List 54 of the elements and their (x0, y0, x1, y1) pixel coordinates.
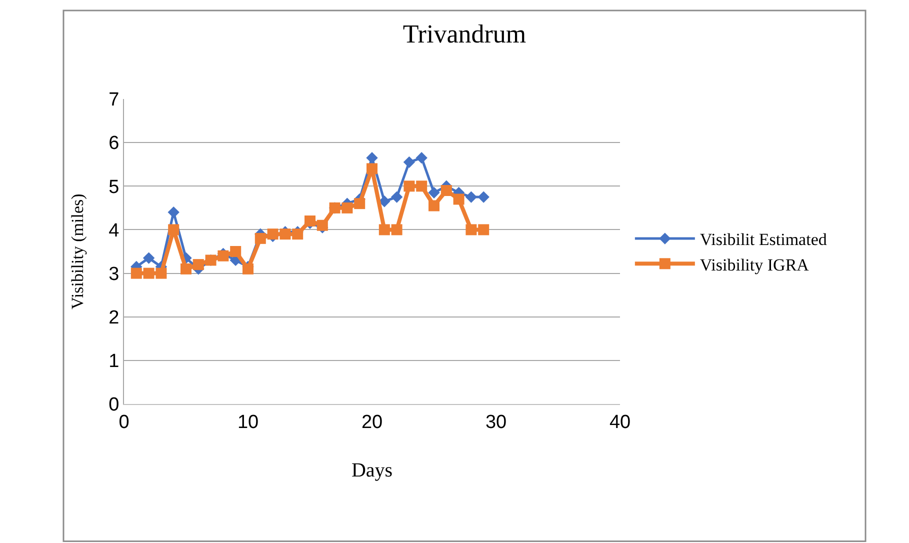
point (130, 268, 142, 279)
point (403, 156, 416, 168)
chart-title: Trivandrum (402, 20, 526, 49)
point (465, 191, 478, 203)
point (453, 194, 464, 205)
x-tick-label: 40 (609, 412, 631, 433)
point (142, 252, 155, 264)
x-tick-label: 10 (237, 412, 259, 433)
y-axis-title: Visibility (miles) (68, 194, 88, 310)
point (267, 228, 278, 240)
y-tick-label: 0 (108, 394, 120, 416)
point (168, 224, 180, 236)
point (168, 206, 180, 218)
point (192, 259, 204, 270)
y-tick-label: 1 (108, 351, 120, 372)
legend-label: Visibilit Estimated (700, 230, 828, 250)
point (218, 250, 229, 262)
point (180, 263, 192, 274)
point (391, 224, 402, 236)
point (304, 216, 316, 226)
x-tick-label: 30 (485, 412, 507, 433)
point (366, 163, 378, 174)
point (390, 191, 403, 203)
point (378, 224, 390, 236)
point (143, 268, 154, 279)
point (478, 224, 490, 236)
point (242, 263, 254, 274)
x-tick-label: 20 (361, 412, 383, 433)
y-tick-label: 4 (108, 220, 120, 242)
point (342, 202, 353, 214)
point (254, 232, 266, 244)
y-tick-label: 3 (108, 264, 120, 285)
point (428, 200, 440, 212)
legend-label: Visibility IGRA (700, 255, 810, 274)
point (416, 180, 428, 192)
point (478, 191, 490, 203)
x-axis-title: Days (351, 459, 393, 482)
point (416, 152, 428, 164)
point (378, 196, 390, 208)
y-tick-label: 2 (108, 308, 120, 329)
y-tick-label: 7 (108, 90, 120, 111)
point (354, 198, 366, 210)
point (316, 220, 328, 231)
point (230, 246, 242, 257)
point (428, 186, 440, 199)
point (404, 180, 415, 192)
point (440, 185, 452, 196)
point (156, 268, 167, 279)
point (292, 228, 304, 240)
point (280, 228, 291, 240)
y-tick-label: 6 (108, 133, 120, 154)
point (466, 224, 477, 236)
y-tick-label: 5 (108, 176, 120, 198)
point (366, 152, 378, 164)
